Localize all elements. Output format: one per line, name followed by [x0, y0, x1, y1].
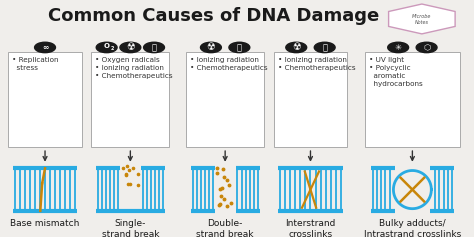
- FancyBboxPatch shape: [365, 52, 460, 147]
- Text: ☢: ☢: [292, 42, 301, 52]
- Text: Base mismatch: Base mismatch: [10, 219, 80, 228]
- FancyBboxPatch shape: [8, 52, 82, 147]
- Circle shape: [144, 42, 164, 53]
- Text: O: O: [104, 44, 109, 50]
- Circle shape: [286, 42, 307, 53]
- Text: ✳: ✳: [395, 43, 401, 52]
- Circle shape: [416, 42, 437, 53]
- Circle shape: [35, 42, 55, 53]
- Text: ☢: ☢: [126, 42, 135, 52]
- FancyBboxPatch shape: [186, 52, 264, 147]
- Text: Common Causes of DNA Damage: Common Causes of DNA Damage: [48, 7, 379, 25]
- Text: ∞: ∞: [42, 43, 48, 52]
- Circle shape: [388, 42, 409, 53]
- Text: Interstrand
crosslinks: Interstrand crosslinks: [285, 219, 336, 237]
- Text: • Ionizing radiation
• Chemotherapeutics: • Ionizing radiation • Chemotherapeutics: [190, 57, 267, 71]
- Text: Double-
strand break: Double- strand break: [196, 219, 254, 237]
- Text: ⬡: ⬡: [423, 43, 430, 52]
- Text: • Replication
  stress: • Replication stress: [12, 57, 59, 71]
- Circle shape: [96, 42, 117, 53]
- FancyBboxPatch shape: [274, 52, 347, 147]
- Text: Single-
strand break: Single- strand break: [101, 219, 159, 237]
- Circle shape: [314, 42, 335, 53]
- Text: 2: 2: [110, 46, 114, 51]
- Text: Bulky adducts/
Intrastrand crosslinks: Bulky adducts/ Intrastrand crosslinks: [364, 219, 461, 237]
- Text: ⬭: ⬭: [237, 43, 242, 52]
- Text: • Oxygen radicals
• Ionizing radiation
• Chemotherapeutics: • Oxygen radicals • Ionizing radiation •…: [95, 57, 173, 79]
- Circle shape: [120, 42, 141, 53]
- Circle shape: [201, 42, 221, 53]
- FancyBboxPatch shape: [91, 52, 170, 147]
- Text: ⬭: ⬭: [322, 43, 327, 52]
- Circle shape: [229, 42, 250, 53]
- Text: ⬭: ⬭: [152, 43, 156, 52]
- Text: • UV light
• Polycyclic
  aromatic
  hydrocarbons: • UV light • Polycyclic aromatic hydroca…: [369, 57, 422, 87]
- Text: • Ionizing radiation
• Chemotherapeutics: • Ionizing radiation • Chemotherapeutics: [277, 57, 355, 71]
- Text: ☢: ☢: [207, 42, 215, 52]
